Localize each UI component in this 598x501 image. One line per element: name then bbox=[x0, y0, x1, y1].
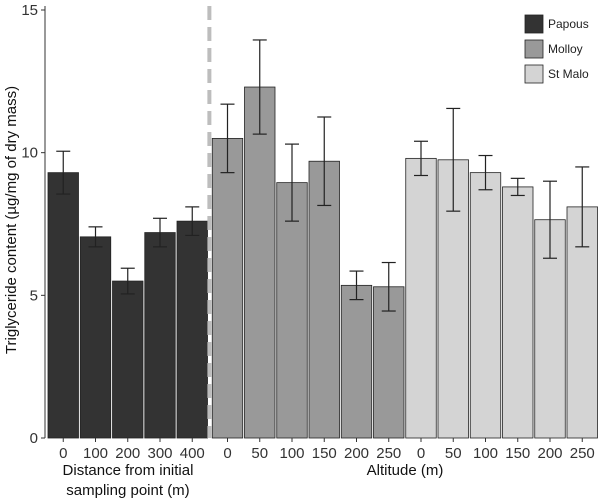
bars-layer bbox=[47, 86, 598, 439]
y-tick-label-15: 15 bbox=[21, 2, 38, 19]
x-tick-label-molloy-100: 100 bbox=[279, 445, 304, 462]
legend-swatch-molloy bbox=[524, 39, 544, 59]
x-tick-label-molloy-50: 50 bbox=[251, 445, 268, 462]
bar-molloy-150 bbox=[308, 160, 340, 439]
x-tick-label-molloy-150: 150 bbox=[312, 445, 337, 462]
legend-label-papous: Papous bbox=[548, 17, 589, 31]
legend-label-molloy: Molloy bbox=[548, 42, 583, 56]
x-tick-label-papous-100: 100 bbox=[83, 445, 108, 462]
bar-st-malo-100 bbox=[469, 172, 502, 439]
x-axis-title-altitude: Altitude (m) bbox=[367, 462, 444, 479]
y-tick-label-5: 5 bbox=[30, 287, 38, 304]
x-axis-ticks: 0 100 200 300 400 0 50 100 150 200 250 0 50 100 150 200… bbox=[59, 438, 595, 462]
y-axis-ticks: 0 5 10 15 bbox=[21, 2, 45, 447]
legend: Papous Molloy St Malo bbox=[524, 14, 589, 84]
y-axis-title: Triglyceride content (µg/mg of dry mass) bbox=[3, 86, 20, 354]
x-tick-label-st-malo-0: 0 bbox=[417, 445, 425, 462]
x-tick-label-st-malo-150: 150 bbox=[505, 445, 530, 462]
legend-label-st-malo: St Malo bbox=[548, 67, 589, 81]
x-tick-label-molloy-0: 0 bbox=[223, 445, 231, 462]
bar-papous-0 bbox=[47, 172, 79, 439]
x-axis-title-distance-line1: Distance from initial bbox=[63, 462, 194, 479]
x-tick-label-papous-200: 200 bbox=[115, 445, 140, 462]
y-tick-label-0: 0 bbox=[30, 430, 38, 447]
x-axis-title-distance-line2: sampling point (m) bbox=[66, 482, 189, 499]
bar-molloy-0 bbox=[211, 137, 244, 439]
bar-molloy-50 bbox=[244, 86, 276, 439]
x-tick-label-papous-300: 300 bbox=[147, 445, 172, 462]
y-tick-label-10: 10 bbox=[21, 145, 38, 162]
bar-molloy-200 bbox=[340, 284, 373, 439]
x-tick-label-molloy-200: 200 bbox=[344, 445, 369, 462]
bar-papous-300 bbox=[144, 232, 176, 439]
x-tick-label-papous-400: 400 bbox=[180, 445, 205, 462]
x-tick-label-st-malo-250: 250 bbox=[570, 445, 595, 462]
bar-molloy-100 bbox=[276, 182, 308, 439]
x-tick-label-st-malo-100: 100 bbox=[473, 445, 498, 462]
bar-papous-200 bbox=[112, 280, 144, 439]
x-tick-label-st-malo-200: 200 bbox=[537, 445, 562, 462]
bar-st-malo-150 bbox=[502, 186, 534, 439]
bar-papous-400 bbox=[176, 220, 208, 439]
legend-swatch-st-malo bbox=[524, 64, 544, 84]
x-tick-label-papous-0: 0 bbox=[59, 445, 67, 462]
bar-st-malo-0 bbox=[405, 157, 437, 439]
legend-swatch-papous bbox=[524, 14, 544, 34]
x-tick-label-molloy-250: 250 bbox=[376, 445, 401, 462]
bar-papous-100 bbox=[79, 236, 112, 439]
error-bars-layer bbox=[56, 39, 590, 312]
x-tick-label-st-malo-50: 50 bbox=[445, 445, 462, 462]
